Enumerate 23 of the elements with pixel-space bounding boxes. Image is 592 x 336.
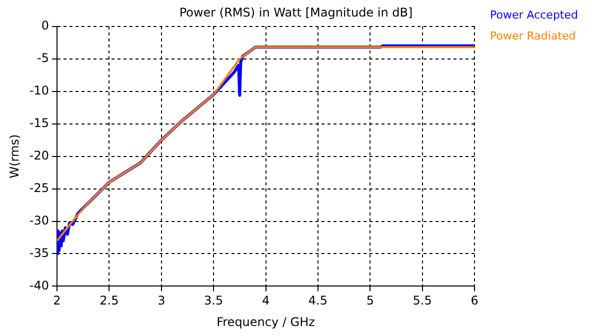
text: Power Accepted: [490, 8, 578, 22]
series-label: Power Radiated: [490, 29, 576, 42]
y-tick-label: 0: [41, 18, 49, 33]
x-tick-label: 4.5: [308, 294, 328, 308]
x-tick-label: 3.5: [204, 294, 224, 308]
x-tick-label: 2.5: [100, 294, 119, 308]
y-tick-label: -40: [29, 278, 49, 292]
y-tick-label: -25: [29, 180, 49, 195]
y-tick-label: -10: [29, 83, 49, 98]
x-tick-label: 6: [470, 294, 478, 308]
y-tick-label: -5: [37, 51, 49, 65]
y-axis-title: W(rms): [7, 134, 22, 178]
chart-title: Power (RMS) in Watt [Magnitude in dB]: [179, 5, 413, 20]
y-tick-label: -35: [29, 246, 49, 260]
x-tick-label: 5.5: [412, 294, 432, 308]
x-tick-label: 4: [262, 294, 270, 308]
y-tick-label: -30: [29, 213, 49, 228]
y-tick-label: -15: [29, 116, 49, 130]
x-tick-label: 2: [53, 294, 61, 308]
x-tick-label: 3: [158, 294, 166, 308]
y-tick-label: -20: [29, 148, 49, 162]
x-axis-title: Frequency / GHz: [216, 314, 315, 329]
x-tick-label: 5: [366, 294, 374, 308]
